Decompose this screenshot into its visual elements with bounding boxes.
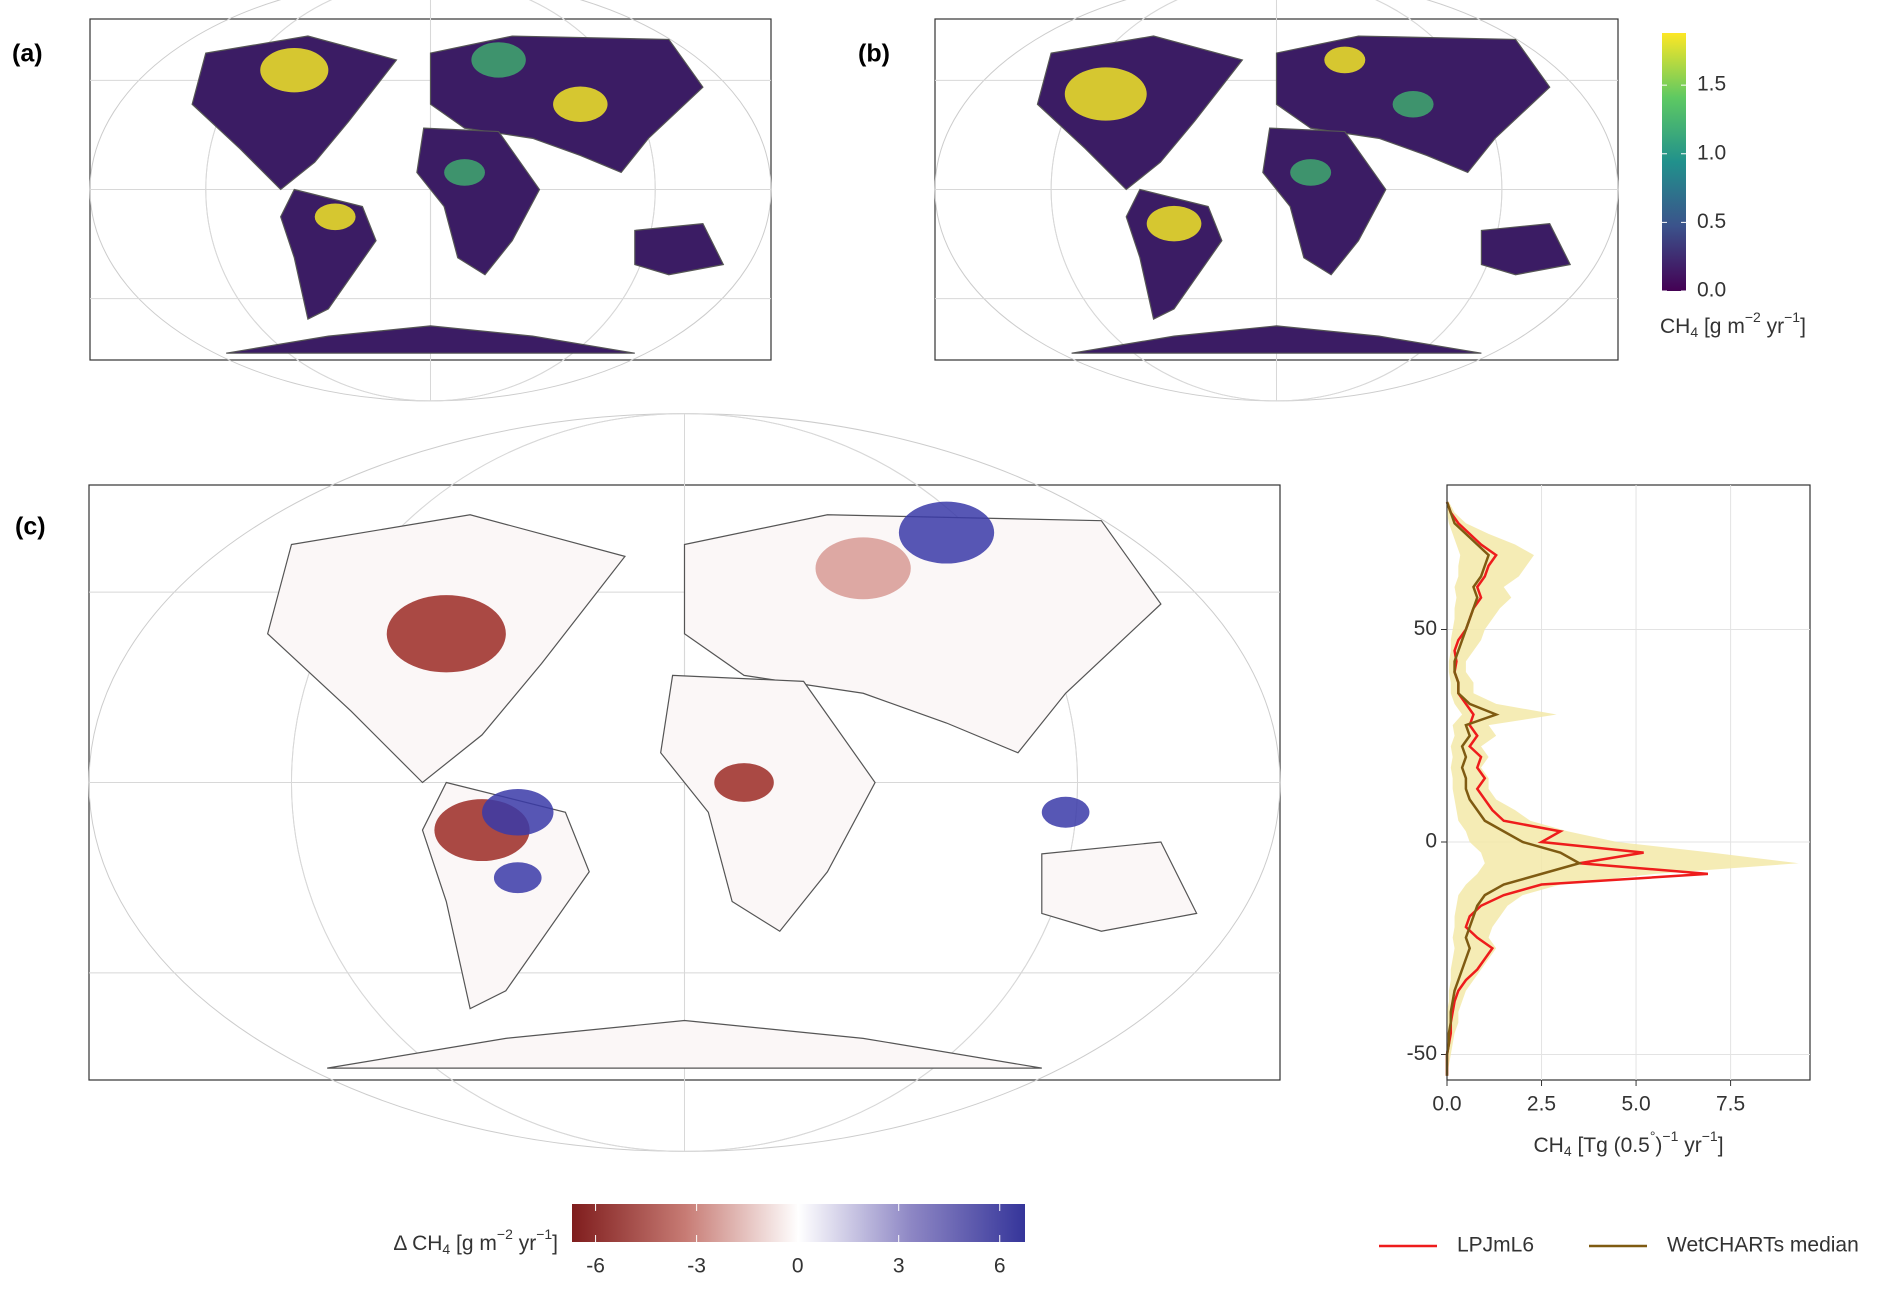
colorbar-tick-label: -6 [586, 1255, 605, 1278]
panel-label: (b) [858, 40, 890, 68]
map-patch [1042, 797, 1090, 828]
map-patch [471, 42, 525, 77]
y-tick-label: 50 [1414, 617, 1437, 640]
title-part: 4 [1564, 1143, 1572, 1159]
title-part: [Tg (0.5 [1572, 1134, 1650, 1157]
map-patch [1065, 67, 1147, 120]
y-tick-label: 0 [1425, 830, 1437, 853]
panel-label: (a) [12, 40, 43, 68]
map-patch [494, 862, 542, 893]
title-part: [g m [1698, 315, 1745, 338]
map-patch [387, 595, 506, 672]
title-part: −1 [536, 1226, 552, 1242]
colorbar-tick-label: 0.5 [1697, 210, 1726, 233]
title-part: −2 [1745, 309, 1761, 325]
map-patch [714, 763, 774, 802]
title-part: −2 [497, 1226, 513, 1242]
x-tick-label: 5.0 [1621, 1093, 1650, 1116]
map-patch [899, 502, 994, 564]
title-part: yr [1761, 315, 1784, 338]
title-part: −1 [1784, 309, 1800, 325]
panel-label: (c) [15, 513, 46, 541]
title-part: Δ CH [393, 1232, 442, 1255]
title-part: CH [1660, 315, 1690, 338]
axis-title: CH4 [g m−2 yr−1] [1660, 309, 1806, 340]
title-part: −1 [1662, 1128, 1678, 1144]
title-part: yr [1678, 1134, 1701, 1157]
map-patch [315, 203, 356, 230]
x-tick-label: 7.5 [1716, 1093, 1745, 1116]
colorbar-tick-label: 1.5 [1697, 73, 1726, 96]
colorbar-tick-label: 1.0 [1697, 141, 1726, 164]
x-tick-label: 0.0 [1432, 1093, 1461, 1116]
title-part: 4 [442, 1241, 450, 1257]
legend-label: LPJmL6 [1457, 1234, 1534, 1257]
title-part: ] [552, 1232, 558, 1255]
title-part: ] [1718, 1134, 1724, 1157]
title-part: ] [1800, 315, 1806, 338]
colorbar [572, 1204, 1025, 1242]
map-patch [444, 159, 485, 186]
title-part: ) [1655, 1134, 1662, 1157]
colorbar-tick-label: 0.0 [1697, 279, 1726, 302]
map-patch [816, 537, 911, 599]
title-part: yr [513, 1232, 536, 1255]
map-patch [260, 48, 328, 92]
map-patch [1393, 91, 1434, 118]
colorbar-tick-label: 0 [792, 1255, 804, 1278]
map-patch [482, 789, 553, 835]
title-part: CH [1533, 1134, 1563, 1157]
x-tick-label: 2.5 [1527, 1093, 1556, 1116]
map-patch [1147, 206, 1202, 241]
title-part: −1 [1702, 1128, 1718, 1144]
colorbar-tick-label: 6 [994, 1255, 1006, 1278]
title-part: 4 [1690, 324, 1698, 340]
axis-title: Δ CH4 [g m−2 yr−1] [393, 1226, 558, 1257]
colorbar-tick-label: -3 [687, 1255, 706, 1278]
y-tick-label: -50 [1407, 1042, 1437, 1065]
colorbar [1662, 33, 1686, 291]
legend-label: WetCHARTs median [1667, 1234, 1859, 1257]
map-patch [1324, 47, 1365, 74]
axis-title: CH4 [Tg (0.5°)−1 yr−1] [1533, 1128, 1723, 1159]
title-part: [g m [450, 1232, 497, 1255]
map-patch [1290, 159, 1331, 186]
map-patch [553, 87, 607, 122]
colorbar-tick-label: 3 [893, 1255, 905, 1278]
